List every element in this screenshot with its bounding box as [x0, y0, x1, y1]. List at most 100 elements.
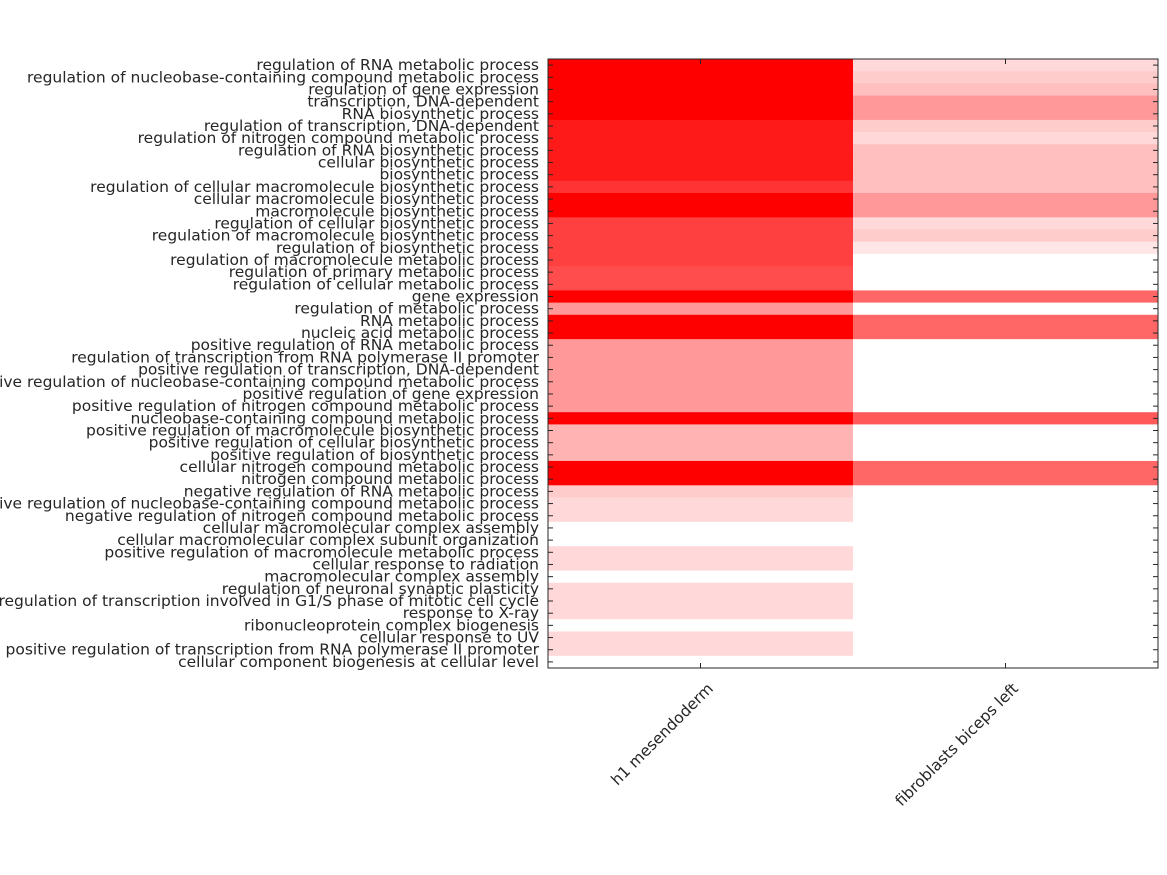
heatmap-cell-r2-c0 — [548, 83, 854, 97]
heatmap-cell-r30-c1 — [853, 424, 1159, 438]
heatmap-cell-r46-c1 — [853, 619, 1159, 632]
heatmap-cell-r34-c0 — [548, 473, 854, 486]
heatmap-cell-r9-c1 — [853, 168, 1159, 182]
y-tick-label-positive-regulation-of-biosynthetic-process: positive regulation of biosynthetic proc… — [210, 446, 539, 464]
heatmap-cell-r7-c0 — [548, 144, 854, 157]
heatmap-cell-r18-c0 — [548, 278, 854, 291]
y-tick-label-cellular-macromolecule-biosynthetic-process: cellular macromolecule biosynthetic proc… — [194, 190, 539, 208]
heatmap-cell-r36-c0 — [548, 497, 854, 511]
y-tick-label-nucleobase-containing-compound-metabolic-process: nucleobase-containing compound metabolic… — [131, 409, 539, 427]
heatmap-cell-r23-c0 — [548, 339, 854, 352]
heatmap-cell-r1-c0 — [548, 71, 854, 84]
heatmap-cell-r27-c0 — [548, 387, 854, 401]
heatmap-cell-r16-c1 — [853, 253, 1159, 267]
heatmap-cell-r25-c1 — [853, 363, 1159, 377]
heatmap-cell-r47-c1 — [853, 631, 1159, 645]
y-tick-label-macromolecule-biosynthetic-process: macromolecule biosynthetic process — [255, 202, 539, 220]
y-tick-label-positive-regulation-of-macromolecule-biosynthetic-process: positive regulation of macromolecule bio… — [86, 421, 539, 439]
heatmap-cell-r14-c0 — [548, 229, 854, 243]
heatmap-cell-r8-c0 — [548, 156, 854, 170]
x-ticks — [700, 59, 1006, 668]
x-tick-label-h1-mesendoderm: h1 mesendoderm — [608, 680, 717, 789]
plot-frame — [547, 58, 1159, 669]
y-tick-label-regulation-of-gene-expression: regulation of gene expression — [308, 80, 539, 98]
heatmap-cell-r32-c1 — [853, 448, 1159, 462]
y-tick-label-regulation-of-rna-biosynthetic-process: regulation of RNA biosynthetic process — [238, 141, 539, 159]
heatmap-cell-r12-c0 — [548, 205, 854, 218]
heatmap-cell-r20-c0 — [548, 302, 854, 316]
y-tick-label-negative-regulation-of-nucleobase-containing-compound-metabolic-process: negative regulation of nucleobase-contai… — [0, 495, 539, 513]
heatmap-cell-r17-c0 — [548, 266, 854, 279]
heatmap-cell-r44-c0 — [548, 594, 854, 608]
heatmap-cell-r10-c0 — [548, 180, 854, 194]
heatmap-cell-r45-c1 — [853, 607, 1159, 620]
heatmap-cell-r42-c1 — [853, 570, 1159, 584]
y-tick-label-transcription-dna-dependent: transcription, DNA-dependent — [307, 93, 539, 111]
y-tick-label-regulation-of-macromolecule-biosynthetic-process: regulation of macromolecule biosynthetic… — [152, 227, 539, 245]
y-tick-label-cellular-response-to-uv: cellular response to UV — [360, 629, 540, 647]
heatmap-cell-r13-c0 — [548, 217, 854, 231]
heatmap-cell-r21-c1 — [853, 314, 1159, 328]
heatmap-cell-r39-c0 — [548, 534, 854, 547]
heatmap-cell-r13-c1 — [853, 217, 1159, 231]
y-tick-label-cellular-response-to-radiation: cellular response to radiation — [312, 555, 539, 573]
y-tick-label-regulation-of-rna-metabolic-process: regulation of RNA metabolic process — [256, 56, 539, 74]
heatmap-cell-r48-c0 — [548, 643, 854, 657]
heatmap-cell-r33-c1 — [853, 460, 1159, 474]
heatmap-cell-r3-c0 — [548, 95, 854, 109]
heatmap-cell-r3-c1 — [853, 95, 1159, 109]
heatmap-cell-r2-c1 — [853, 83, 1159, 97]
heatmap-cell-r39-c1 — [853, 534, 1159, 547]
heatmap-cell-r9-c0 — [548, 168, 854, 182]
heatmap-cell-r20-c1 — [853, 302, 1159, 316]
y-tick-label-regulation-of-metabolic-process: regulation of metabolic process — [294, 300, 539, 318]
heatmap-cell-r23-c1 — [853, 339, 1159, 352]
heatmap-cell-r38-c1 — [853, 521, 1159, 535]
y-tick-label-regulation-of-cellular-macromolecule-biosynthetic-process: regulation of cellular macromolecule bio… — [90, 178, 539, 196]
y-tick-label-regulation-of-nucleobase-containing-compound-metabolic-process: regulation of nucleobase-containing comp… — [27, 68, 539, 86]
y-tick-label-positive-regulation-of-rna-metabolic-process: positive regulation of RNA metabolic pro… — [191, 336, 539, 354]
y-tick-label-rna-biosynthetic-process: RNA biosynthetic process — [342, 105, 539, 123]
heatmap-cell-r38-c0 — [548, 521, 854, 535]
heatmap-cell-r8-c1 — [853, 156, 1159, 170]
heatmap-cell-r19-c1 — [853, 290, 1159, 304]
y-tick-label-negative-regulation-of-nitrogen-compound-metabolic-process: negative regulation of nitrogen compound… — [65, 507, 539, 525]
y-tick-label-regulation-of-transcription-dna-dependent: regulation of transcription, DNA-depende… — [204, 117, 539, 135]
heatmap-cell-r42-c0 — [548, 570, 854, 584]
heatmap-cell-r32-c0 — [548, 448, 854, 462]
y-tick-label-regulation-of-nitrogen-compound-metabolic-process: regulation of nitrogen compound metaboli… — [138, 129, 539, 147]
heatmap-cell-r18-c1 — [853, 278, 1159, 291]
heatmap-cell-r4-c1 — [853, 107, 1159, 121]
y-tick-label-ribonucleoprotein-complex-biogenesis: ribonucleoprotein complex biogenesis — [244, 616, 539, 634]
heatmap-cell-r40-c1 — [853, 546, 1159, 559]
heatmap-cell-r14-c1 — [853, 229, 1159, 243]
heatmap-cell-r34-c1 — [853, 473, 1159, 486]
y-tick-label-positive-regulation-of-cellular-biosynthetic-process: positive regulation of cellular biosynth… — [149, 434, 539, 452]
y-tick-label-positive-regulation-of-transcription-dna-dependent: positive regulation of transcription, DN… — [138, 361, 539, 379]
heatmap-cell-r40-c0 — [548, 546, 854, 559]
y-tick-label-positive-regulation-of-transcription-from-rna-polymerase-ii-promoter: positive regulation of transcription fro… — [6, 641, 540, 659]
heatmap-cell-r11-c0 — [548, 192, 854, 206]
heatmap-cell-r36-c1 — [853, 497, 1159, 511]
heatmap-cell-r1-c1 — [853, 71, 1159, 84]
heatmap-cell-r37-c0 — [548, 509, 854, 523]
heatmap-cell-r29-c1 — [853, 412, 1159, 425]
y-tick-label-gene-expression: gene expression — [412, 288, 539, 306]
y-tick-label-positive-regulation-of-gene-expression: positive regulation of gene expression — [242, 385, 539, 403]
x-tick-label-fibroblasts-biceps-left: fibroblasts biceps left — [892, 680, 1022, 810]
heatmap-cell-r17-c1 — [853, 266, 1159, 279]
heatmap-cell-r30-c0 — [548, 424, 854, 438]
heatmap-cell-r48-c1 — [853, 643, 1159, 657]
y-tick-label-regulation-of-biosynthetic-process: regulation of biosynthetic process — [276, 239, 539, 257]
heatmap-cell-r19-c0 — [548, 290, 854, 304]
y-tick-label-cellular-component-biogenesis-at-cellular-level: cellular component biogenesis at cellula… — [178, 653, 539, 671]
heatmap-cell-r47-c0 — [548, 631, 854, 645]
x-tick-labels: h1 mesendoderm fibroblasts biceps left — [608, 680, 1022, 810]
heatmap-cell-r25-c0 — [548, 363, 854, 377]
y-tick-label-negative-regulation-of-rna-metabolic-process: negative regulation of RNA metabolic pro… — [184, 482, 539, 500]
heatmap-cell-r29-c0 — [548, 412, 854, 425]
y-tick-label-response-to-x-ray: response to X-ray — [403, 604, 539, 622]
y-tick-label-positive-regulation-of-nucleobase-containing-compound-metabolic-process: positive regulation of nucleobase-contai… — [0, 373, 539, 391]
heatmap-cell-r22-c1 — [853, 326, 1159, 340]
